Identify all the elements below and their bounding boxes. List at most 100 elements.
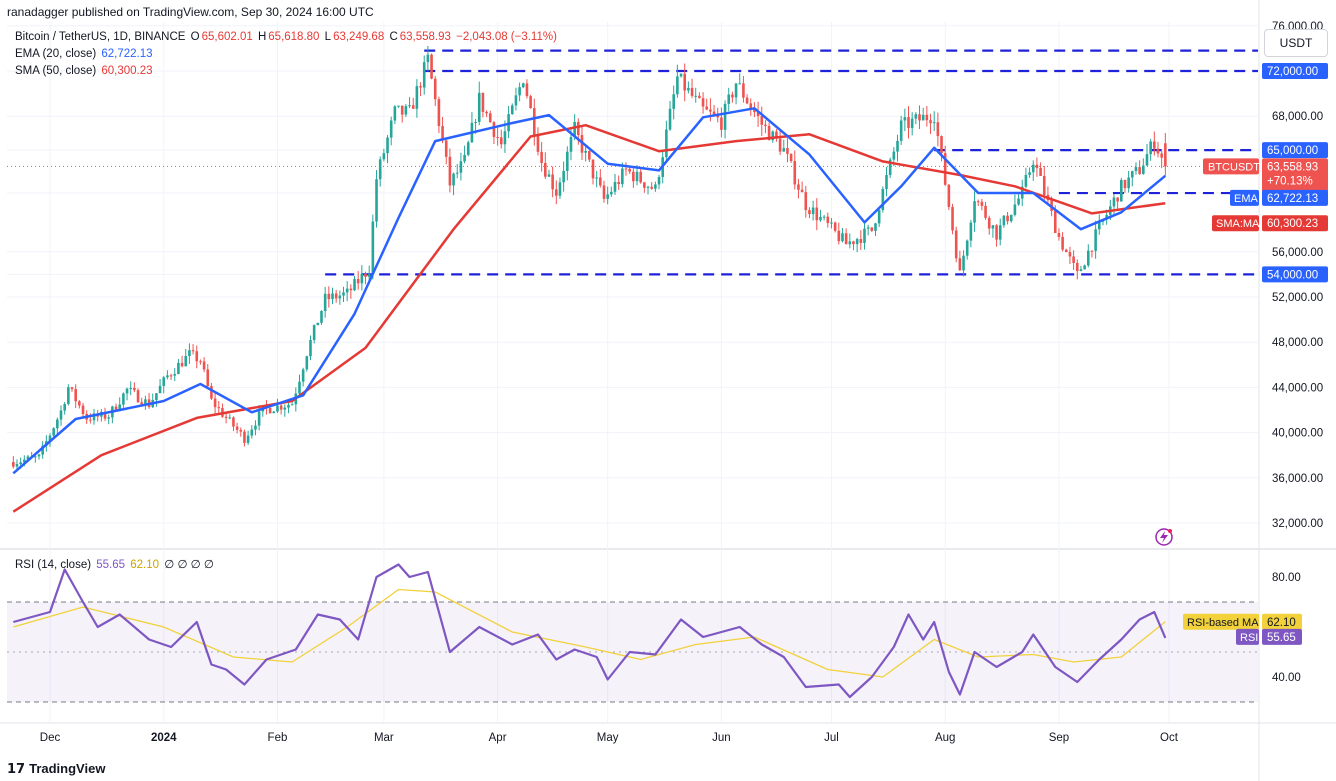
symbol-title: Bitcoin / TetherUS, 1D, BINANCE: [15, 31, 186, 43]
candle-body: [133, 387, 136, 391]
time-tick-label: Feb: [268, 732, 288, 744]
candle-body: [63, 403, 66, 411]
candle-body: [844, 233, 848, 245]
candle-body: [731, 94, 734, 98]
price-tick-label: 40,000.00: [1272, 428, 1323, 440]
candle-body: [797, 184, 800, 190]
candle-body: [169, 375, 173, 377]
candle-body: [92, 413, 96, 421]
candle-body: [301, 369, 305, 382]
candle-body: [1042, 175, 1046, 195]
candle-body: [441, 126, 444, 141]
candle-body: [529, 96, 532, 109]
candle-body: [1134, 167, 1138, 172]
candle-body: [947, 184, 951, 207]
candle-body: [833, 222, 837, 231]
candle-body: [775, 131, 778, 139]
candle-body: [943, 153, 947, 185]
candle-body: [665, 129, 668, 158]
rsi-ma-name-tag: [1183, 613, 1259, 630]
candle-body: [477, 92, 481, 122]
candle-body: [973, 201, 976, 223]
candle-body: [408, 105, 411, 107]
candle-body: [532, 108, 536, 136]
ema-20-line: [12, 107, 1167, 475]
candle-body: [888, 159, 892, 175]
candle-body: [1013, 204, 1017, 215]
candle-body: [819, 216, 822, 221]
rsi-name-tag: [1236, 628, 1259, 645]
time-tick-label: Jul: [824, 732, 839, 744]
candle-body: [628, 168, 631, 172]
candle-body: [606, 194, 609, 199]
candle-body: [936, 122, 940, 137]
tradingview-logo-icon: 𝟭𝟳: [7, 761, 26, 776]
candle-body: [613, 182, 617, 192]
candle-body: [81, 405, 85, 415]
candle-body: [536, 135, 540, 152]
rsi-label: RSI (14, close): [15, 559, 92, 571]
candle-body: [345, 288, 349, 293]
candle-body: [48, 435, 52, 442]
sma-value: 60,300.23: [101, 65, 153, 77]
level-price-tag: [1262, 266, 1328, 283]
candle-body: [23, 459, 26, 463]
candle-body: [309, 339, 312, 357]
candle-body: [859, 238, 863, 243]
candle-body: [239, 429, 243, 432]
publisher-line: ranadagger published on TradingView.com,…: [7, 5, 374, 19]
candle-body: [195, 351, 199, 362]
candle-body: [312, 325, 316, 340]
candle-body: [745, 97, 749, 104]
footer-brand-text: TradingView: [29, 761, 106, 776]
candle-body: [364, 273, 367, 277]
candle-body: [188, 350, 191, 357]
candle-body: [444, 140, 448, 157]
candle-body: [213, 398, 217, 408]
candle-body: [914, 114, 918, 119]
high-value: 65,618.80: [268, 31, 320, 43]
candle-body: [1083, 265, 1086, 270]
candle-body: [400, 105, 404, 115]
candle-body: [602, 185, 606, 199]
candle-body: [122, 393, 125, 405]
candle-body: [1061, 236, 1064, 250]
candle-body: [1164, 143, 1167, 167]
candle-body: [56, 419, 59, 429]
candle-body: [1053, 210, 1057, 234]
low-value: 63,249.68: [333, 31, 385, 43]
candle-body: [881, 188, 885, 211]
candle-body: [1131, 171, 1134, 178]
candle-body: [995, 225, 998, 240]
alert-lightning-icon[interactable]: [1155, 528, 1173, 546]
currency-button[interactable]: USDT: [1264, 29, 1328, 57]
candle-body: [360, 273, 364, 284]
candle-body: [782, 148, 786, 152]
candle-body: [646, 186, 650, 188]
candle-body: [12, 461, 15, 467]
candle-body: [855, 238, 859, 245]
candle-body: [1160, 153, 1163, 158]
time-tick-label: Mar: [374, 732, 394, 744]
candle-body: [37, 454, 41, 457]
candle-body: [514, 95, 518, 106]
candle-body: [140, 402, 144, 405]
candle-body: [558, 182, 562, 196]
candle-body: [518, 87, 521, 96]
ema-price-tag: [1262, 189, 1328, 206]
candle-body: [1156, 148, 1160, 154]
candle-body: [720, 117, 723, 130]
candle-body: [599, 177, 602, 186]
candle-body: [415, 86, 419, 109]
candle-body: [654, 184, 657, 189]
candle-body: [1024, 174, 1028, 187]
candle-body: [331, 293, 334, 300]
candle-body: [298, 381, 301, 394]
candle-body: [114, 406, 118, 410]
candle-body: [650, 186, 653, 189]
sma-price-tag: [1262, 215, 1328, 232]
footer-brand[interactable]: 𝟭𝟳 TradingView: [7, 761, 105, 777]
rsi-value-tag: [1262, 628, 1302, 645]
candle-body: [367, 274, 371, 277]
